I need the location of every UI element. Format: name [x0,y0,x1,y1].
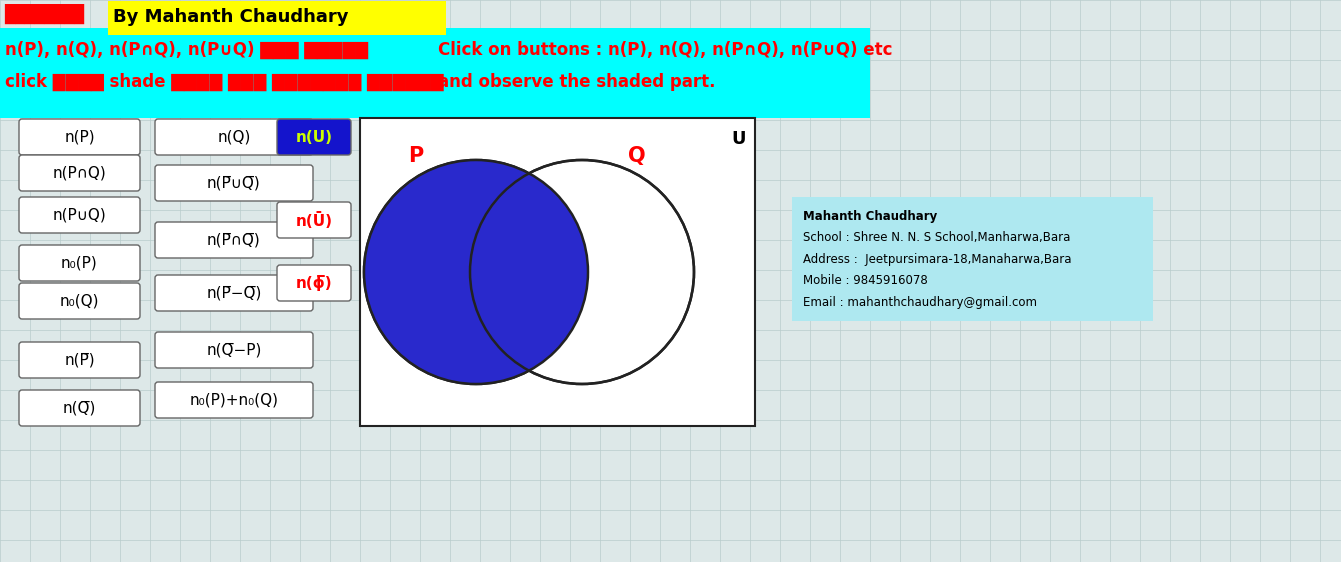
Text: n(Q): n(Q) [217,129,251,144]
Text: n(P∪Q): n(P∪Q) [52,207,106,223]
Text: n(P̅∪Q̅): n(P̅∪Q̅) [207,175,261,191]
Text: Mahanth Chaudhary: Mahanth Chaudhary [803,210,937,223]
Text: n(P∩Q): n(P∩Q) [52,165,106,180]
FancyBboxPatch shape [19,197,139,233]
Text: Click on buttons : n(P), n(Q), n(P∩Q), n(P∪Q) etc: Click on buttons : n(P), n(Q), n(P∩Q), n… [439,41,893,59]
FancyBboxPatch shape [278,119,351,155]
Text: n(ϕ̅): n(ϕ̅) [295,275,333,291]
FancyBboxPatch shape [19,245,139,281]
Text: Address :  Jeetpursimara-18,Manaharwa,Bara: Address : Jeetpursimara-18,Manaharwa,Bar… [803,253,1071,266]
Text: n(U): n(U) [295,129,333,144]
Text: U: U [732,130,746,148]
Text: n(Q̅): n(Q̅) [63,401,97,415]
Text: n(P), n(Q), n(P∩Q), n(P∪Q) ███ █████: n(P), n(Q), n(P∩Q), n(P∪Q) ███ █████ [5,41,367,59]
Text: P: P [409,146,424,166]
FancyBboxPatch shape [19,342,139,378]
FancyBboxPatch shape [156,165,312,201]
FancyBboxPatch shape [19,390,139,426]
FancyBboxPatch shape [793,197,1153,321]
Text: n(P̅∩Q̅): n(P̅∩Q̅) [207,233,261,247]
Circle shape [363,160,587,384]
FancyBboxPatch shape [156,275,312,311]
Text: By Mahanth Chaudhary: By Mahanth Chaudhary [113,8,349,26]
Text: Email : mahanthchaudhary@gmail.com: Email : mahanthchaudhary@gmail.com [803,296,1037,309]
Text: n₀(P)+n₀(Q): n₀(P)+n₀(Q) [189,392,279,407]
FancyBboxPatch shape [0,28,430,118]
Text: School : Shree N. N. S School,Manharwa,Bara: School : Shree N. N. S School,Manharwa,B… [803,232,1070,244]
FancyBboxPatch shape [156,332,312,368]
Text: n(Ū): n(Ū) [295,211,333,229]
FancyBboxPatch shape [359,118,755,426]
Text: Q: Q [628,146,646,166]
Text: n(P̅): n(P̅) [64,352,95,368]
Text: Mobile : 9845916078: Mobile : 9845916078 [803,274,928,287]
Text: ████████: ████████ [4,4,84,24]
Text: n₀(Q): n₀(Q) [60,293,99,309]
FancyBboxPatch shape [156,119,312,155]
FancyBboxPatch shape [156,382,312,418]
FancyBboxPatch shape [19,283,139,319]
Circle shape [469,160,695,384]
Text: n₀(P): n₀(P) [62,256,98,270]
Text: n(P̅−Q̅): n(P̅−Q̅) [207,285,261,301]
Text: and observe the shaded part.: and observe the shaded part. [439,73,716,91]
FancyBboxPatch shape [19,155,139,191]
FancyBboxPatch shape [109,1,447,35]
Circle shape [363,160,587,384]
FancyBboxPatch shape [278,265,351,301]
FancyBboxPatch shape [19,119,139,155]
FancyBboxPatch shape [156,222,312,258]
FancyBboxPatch shape [278,202,351,238]
Text: click ████ shade ████ ███ ███████ ██████: click ████ shade ████ ███ ███████ ██████ [5,73,444,91]
Text: n(Q̅−P): n(Q̅−P) [207,342,261,357]
Text: n(P): n(P) [64,129,95,144]
FancyBboxPatch shape [430,28,870,118]
